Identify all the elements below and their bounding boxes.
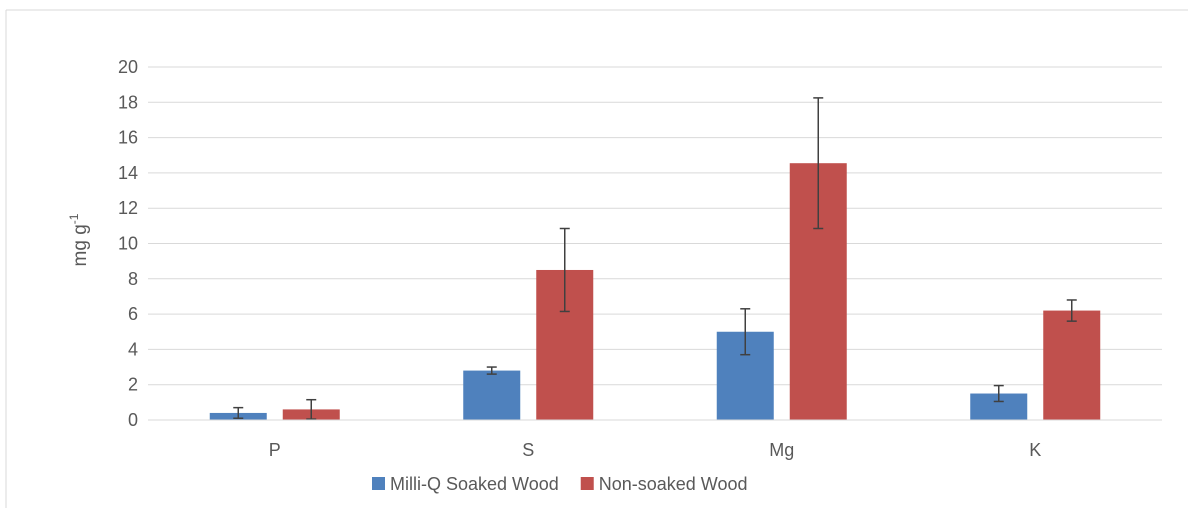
y-tick-label: 10	[118, 234, 138, 254]
bar	[1043, 310, 1101, 420]
bars	[209, 163, 1101, 420]
y-tick-label: 2	[128, 375, 138, 395]
legend-swatch	[372, 477, 385, 490]
x-tick-label: P	[269, 440, 281, 460]
y-tick-label: 0	[128, 410, 138, 430]
y-axis-label: mg g-1	[67, 213, 91, 266]
y-tick-label: 6	[128, 304, 138, 324]
gridlines	[148, 66, 1162, 386]
y-tick-label: 4	[128, 339, 138, 359]
y-tick-label: 8	[128, 269, 138, 289]
y-tick-label: 20	[118, 57, 138, 77]
y-tick-label: 14	[118, 163, 138, 183]
y-tick-label: 12	[118, 198, 138, 218]
y-axis-ticks: 0 2 4 6 8 10 12 14 16 18 20	[118, 57, 138, 430]
error-bars	[233, 97, 1077, 420]
legend-swatch	[580, 477, 594, 490]
x-axis-ticks: P S Mg K	[269, 440, 1042, 460]
y-tick-label: 16	[118, 128, 138, 148]
x-tick-label: K	[1029, 440, 1041, 460]
legend: Milli-Q Soaked Wood Non-soaked Wood	[372, 474, 748, 494]
legend-label: Non-soaked Wood	[599, 474, 748, 494]
legend-label: Milli-Q Soaked Wood	[390, 474, 559, 494]
y-tick-label: 18	[118, 92, 138, 112]
x-tick-label: S	[522, 440, 534, 460]
y-axis-label-superscript: -1	[67, 213, 81, 224]
bar	[463, 370, 521, 420]
x-tick-label: Mg	[769, 440, 794, 460]
